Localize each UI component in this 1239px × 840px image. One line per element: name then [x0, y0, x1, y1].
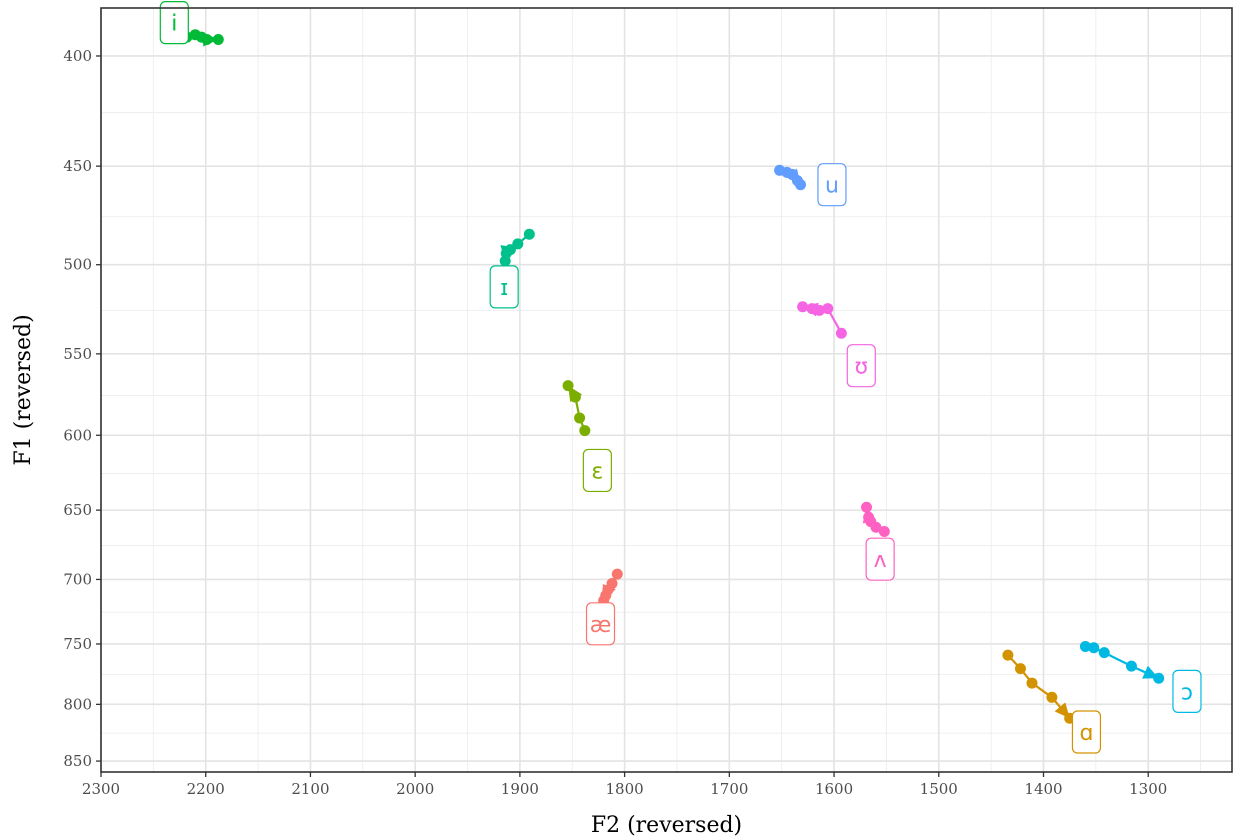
- vowel-point: [611, 568, 623, 580]
- x-tick-label: 1300: [1129, 780, 1167, 798]
- vowel-point: [1002, 649, 1014, 661]
- vowel-label: ɑ: [1071, 710, 1102, 754]
- vowel-label: ʌ: [865, 537, 895, 581]
- vowel-point: [1088, 642, 1100, 654]
- vowel-arrowhead: [1054, 702, 1070, 719]
- y-axis-title: F1 (reversed): [11, 314, 36, 465]
- vowel-label-box: [489, 265, 519, 309]
- vowel-point: [574, 412, 586, 424]
- x-tick-label: 2200: [187, 780, 225, 798]
- vowel-point: [1079, 640, 1091, 652]
- vowel-point: [1098, 647, 1110, 659]
- x-tick-label: 2300: [82, 780, 120, 798]
- y-tick-label: 750: [63, 635, 92, 653]
- vowel-label: æ: [585, 602, 616, 646]
- vowel-arrowhead: [500, 245, 515, 261]
- y-tick-label: 550: [63, 345, 92, 363]
- vowel-label-box: [865, 537, 895, 581]
- vowel-arrowhead: [785, 168, 801, 185]
- series-layer: [181, 29, 1165, 724]
- vowel-label-text: æ: [590, 613, 612, 638]
- vowel-label-text: i: [171, 12, 177, 37]
- vowel-point: [579, 425, 591, 437]
- vowel-label-box: [585, 602, 616, 646]
- panel-background: [101, 8, 1232, 772]
- vowel-point: [1046, 691, 1058, 703]
- vowel-point: [878, 525, 890, 537]
- y-tick-label: 500: [63, 256, 92, 274]
- y-tick-label: 400: [63, 47, 92, 65]
- vowel-label-text: ɛ: [591, 459, 603, 484]
- vowel-label-text: ʌ: [874, 548, 887, 573]
- grid-lines: [100, 8, 1232, 772]
- x-tick-label: 1400: [1024, 780, 1062, 798]
- vowel-label-text: ʊ: [854, 355, 868, 380]
- vowel-label-text: ɑ: [1079, 721, 1093, 746]
- x-tick-label: 2000: [396, 780, 434, 798]
- vowel-label-text: ɔ: [1181, 680, 1193, 705]
- vowel-arrowhead: [862, 507, 877, 524]
- vowel-label-box: [582, 448, 612, 493]
- vowel-point: [835, 327, 847, 339]
- vowel-arrowhead: [802, 302, 819, 317]
- vowel-label: ʊ: [846, 344, 876, 388]
- panel-border: [100, 7, 1233, 773]
- vowel-label-box: [159, 1, 189, 45]
- vowel-arrowhead: [1142, 665, 1159, 679]
- vowel-label: i: [159, 1, 189, 45]
- vowel-label: ɪ: [489, 265, 519, 309]
- x-tick-label: 1500: [920, 780, 958, 798]
- y-tick-label: 600: [63, 426, 92, 444]
- x-tick-label: 1700: [710, 780, 748, 798]
- vowel-point: [822, 303, 834, 315]
- vowel-label-box: [846, 344, 876, 388]
- vowel-label-box: [817, 163, 847, 207]
- vowel-point: [1014, 663, 1026, 675]
- vowel-label-text: u: [825, 174, 839, 199]
- vowel-label: u: [817, 163, 847, 207]
- vowel-label: ɛ: [582, 448, 612, 493]
- vowel-label-text: ɪ: [500, 276, 508, 301]
- vowel-labels-layer: i ɪ u ʊ ɛ ʌ æ ɑ ɔ: [159, 1, 1202, 754]
- y-tick-label: 850: [63, 752, 92, 770]
- x-axis-title: F2 (reversed): [591, 813, 742, 838]
- y-tick-label: 450: [63, 157, 92, 175]
- y-tick-label: 800: [63, 695, 92, 713]
- x-tick-label: 1900: [501, 780, 539, 798]
- vowel-arrowhead: [203, 32, 219, 47]
- y-tick-label: 650: [63, 501, 92, 519]
- y-axis: 400 450 500 550 600 650 700 750 800 850: [63, 47, 101, 770]
- vowel-point: [1026, 677, 1038, 689]
- vowel-point: [1125, 660, 1137, 672]
- vowel-point: [523, 228, 535, 240]
- vowel-label-box: [1172, 669, 1202, 714]
- vowel-label: ɔ: [1172, 669, 1202, 714]
- x-tick-label: 2100: [291, 780, 329, 798]
- x-tick-label: 1800: [606, 780, 644, 798]
- vowel-arrowhead: [568, 385, 583, 403]
- vowel-label-box: [1071, 710, 1102, 754]
- y-tick-label: 700: [63, 570, 92, 588]
- vowel-arrowhead: [602, 584, 616, 601]
- x-axis: 2300 2200 2100 2000 1900 1800 1700 1600 1500 1400…: [82, 772, 1167, 798]
- x-tick-label: 1600: [815, 780, 853, 798]
